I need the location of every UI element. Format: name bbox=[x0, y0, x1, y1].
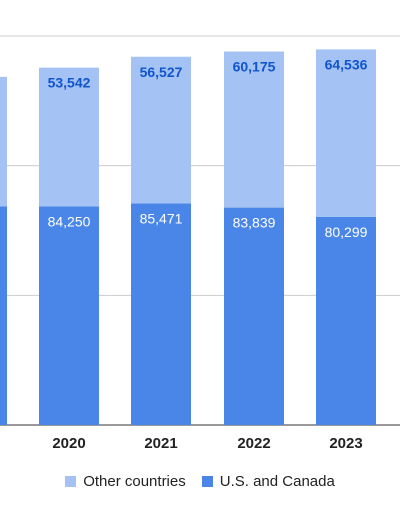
bar-segment bbox=[316, 216, 376, 425]
x-tick-label: 2022 bbox=[237, 435, 270, 452]
bar-segment bbox=[39, 67, 99, 207]
legend-item-us-canada: U.S. and Canada bbox=[201, 472, 335, 490]
x-tick-label: 2021 bbox=[144, 435, 177, 452]
x-tick-label: 2023 bbox=[329, 435, 362, 452]
legend-swatch-other-countries bbox=[65, 475, 77, 487]
data-label: 84,250 bbox=[48, 214, 91, 230]
legend-swatch-us-canada bbox=[201, 475, 213, 487]
data-label: 64,536 bbox=[325, 56, 368, 72]
bar-segment bbox=[316, 49, 376, 217]
bar-segment bbox=[131, 56, 191, 204]
bar-segment bbox=[0, 206, 7, 425]
data-label: 80,299 bbox=[325, 224, 368, 240]
bar-segment bbox=[224, 51, 284, 208]
legend-label-us-canada: U.S. and Canada bbox=[219, 472, 335, 490]
bar-segment bbox=[131, 203, 191, 425]
data-label: 83,839 bbox=[233, 215, 276, 231]
bar-segment bbox=[39, 206, 99, 425]
bars bbox=[0, 49, 376, 425]
data-label: 60,175 bbox=[233, 59, 276, 75]
legend-label-other-countries: Other countries bbox=[83, 472, 186, 490]
bar-segment bbox=[0, 76, 7, 207]
data-label: 85,471 bbox=[140, 210, 183, 226]
legend-item-other-countries: Other countries bbox=[65, 473, 186, 490]
x-tick-label: 2020 bbox=[52, 435, 85, 452]
x-axis-tick-labels: 2020 2021 2022 2023 bbox=[52, 435, 362, 452]
data-label: 53,542 bbox=[48, 75, 91, 91]
legend: Other countries U.S. and Canada bbox=[0, 470, 400, 492]
data-labels: 84,250 53,542 85,471 56,527 83,839 60,175 80,2… bbox=[48, 56, 368, 239]
bar-segment bbox=[224, 207, 284, 425]
data-label: 56,527 bbox=[140, 64, 183, 80]
